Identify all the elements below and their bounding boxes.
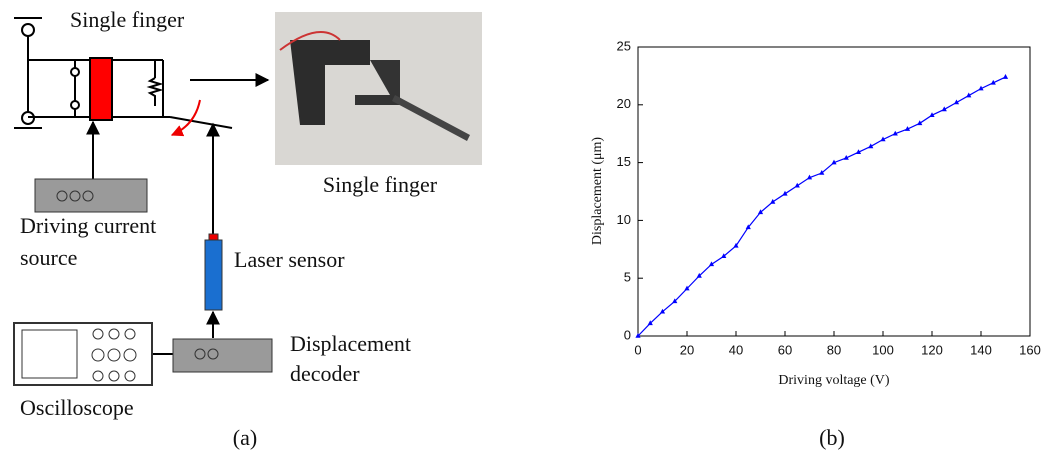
- data-point: [721, 253, 727, 259]
- x-axis-title: Driving voltage (V): [778, 373, 890, 388]
- y-tick-label: 20: [617, 96, 631, 111]
- data-point: [904, 126, 911, 131]
- mechanism: [14, 17, 270, 361]
- data-point: [892, 130, 898, 136]
- data-point: [1002, 74, 1009, 79]
- data-point: [819, 170, 825, 175]
- data-point: [868, 143, 874, 149]
- data-point: [794, 182, 800, 188]
- data-point: [770, 198, 776, 204]
- x-tick-label: 60: [778, 342, 792, 357]
- x-tick-label: 100: [872, 342, 894, 357]
- label: Displacement: [290, 331, 411, 356]
- data-point: [672, 298, 678, 304]
- data-line: [637, 76, 1006, 337]
- data-point: [635, 333, 641, 338]
- data-point: [782, 190, 788, 196]
- data-point: [855, 149, 862, 154]
- y-tick-label: 5: [624, 270, 631, 285]
- photo: [275, 12, 482, 165]
- y-tick-label: 25: [617, 38, 631, 53]
- data-point: [659, 308, 666, 314]
- data-point: [684, 285, 690, 291]
- label: source: [20, 245, 77, 270]
- label: Driving current: [20, 213, 156, 238]
- data-point: [929, 112, 935, 118]
- y-tick-label: 15: [617, 154, 631, 169]
- x-tick-label: 20: [680, 342, 694, 357]
- x-tick-label: 140: [970, 342, 992, 357]
- x-tick-label: 40: [729, 342, 743, 357]
- data-point: [966, 92, 972, 98]
- data-point: [978, 85, 984, 91]
- plot-frame: [637, 46, 1031, 337]
- data-point: [843, 154, 849, 160]
- y-tick-label: 10: [617, 212, 631, 227]
- data-point: [708, 261, 715, 267]
- devices: [13, 178, 273, 386]
- x-tick-label: 120: [921, 342, 943, 357]
- label: Oscilloscope: [20, 395, 134, 420]
- data-point: [733, 242, 739, 248]
- data-point: [990, 79, 996, 85]
- data-point: [953, 99, 960, 105]
- x-tick-label: 0: [634, 342, 641, 357]
- label: Laser sensor: [234, 247, 345, 272]
- data-point: [757, 209, 764, 215]
- data-point: [941, 106, 947, 112]
- data-point: [880, 136, 886, 142]
- y-axis-title: Displacement (μm): [590, 137, 605, 246]
- x-tick-label: 160: [1019, 342, 1041, 357]
- caption: (a): [233, 425, 257, 450]
- label: Single finger: [70, 7, 185, 32]
- caption: (b): [819, 425, 845, 450]
- x-tick-label: 80: [827, 342, 841, 357]
- data-point: [831, 159, 837, 165]
- label: decoder: [290, 361, 360, 386]
- label: Single finger: [323, 172, 438, 197]
- data-point: [745, 224, 751, 230]
- y-tick-label: 0: [624, 327, 631, 342]
- data-point: [917, 120, 923, 126]
- data-point: [696, 272, 702, 278]
- data-point: [806, 174, 813, 180]
- data-point: [647, 320, 653, 326]
